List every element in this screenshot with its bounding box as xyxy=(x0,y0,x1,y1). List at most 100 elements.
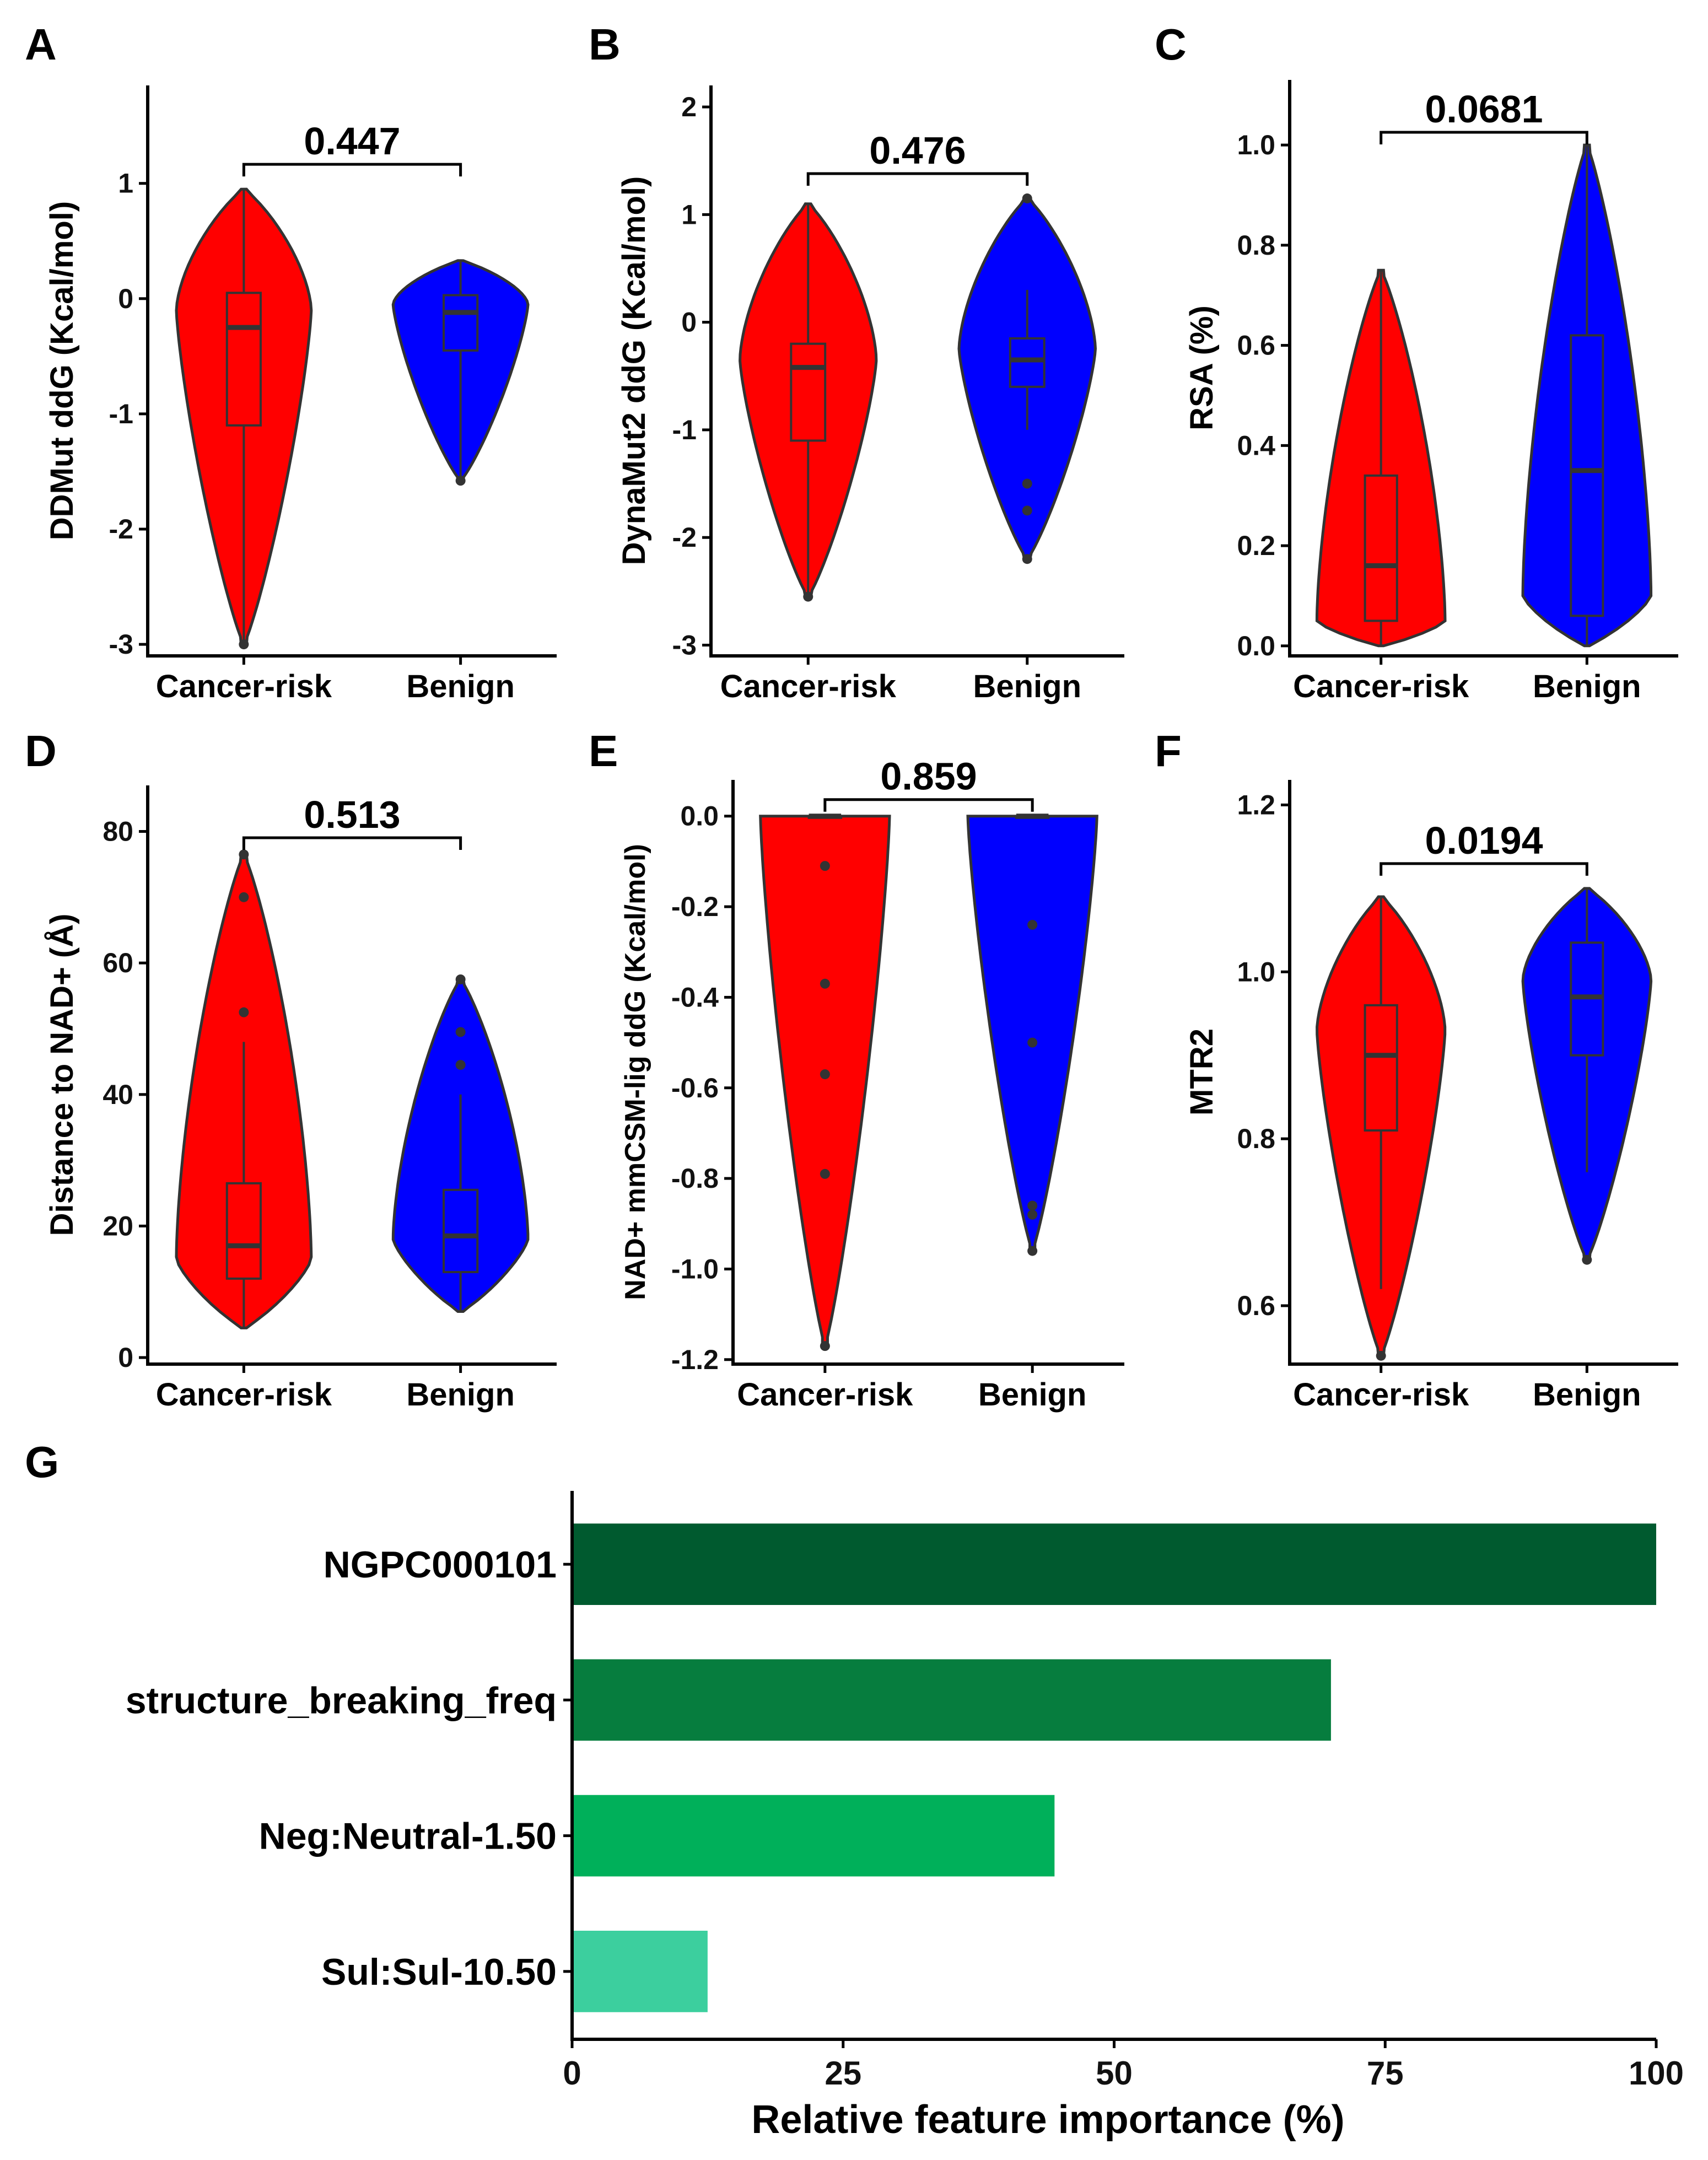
y-tick-label: 0 xyxy=(681,307,697,338)
x-tick-label: 100 xyxy=(1629,2055,1684,2092)
y-tick-label: -1.2 xyxy=(671,1344,719,1375)
y-tick-label: 0.6 xyxy=(1237,330,1275,361)
outlier-point xyxy=(1027,1246,1038,1256)
y-tick-label: 0 xyxy=(118,283,133,314)
outlier-point xyxy=(1022,478,1032,489)
violin-benign xyxy=(957,197,1097,561)
y-tick-label: 20 xyxy=(103,1210,133,1241)
y-tick-label: 1.0 xyxy=(1237,130,1275,160)
outlier-point xyxy=(1027,1037,1038,1048)
x-tick-label: Benign xyxy=(978,1377,1087,1413)
y-tick-label: 60 xyxy=(103,947,133,978)
y-tick-label: 40 xyxy=(103,1079,133,1110)
y-tick-label: 1 xyxy=(118,168,133,199)
x-tick-label: Cancer-risk xyxy=(1293,669,1469,704)
x-tick-label: 75 xyxy=(1367,2055,1404,2092)
p-value-label: 0.859 xyxy=(880,755,977,798)
panel-F: F 0.6 0.8 1.0 1.2 Cancer-risk Benign MTR2 0.0194 xyxy=(1155,726,1678,1413)
violin-benign xyxy=(966,815,1098,1253)
panel-label: G xyxy=(25,1437,59,1486)
violin-benign xyxy=(1521,143,1653,648)
box xyxy=(443,294,479,352)
y-axis-label: DDMut ddG (Kcal/mol) xyxy=(44,201,80,540)
panel-label: D xyxy=(25,726,57,775)
bar-1 xyxy=(572,1659,1331,1741)
outlier-point xyxy=(820,978,830,989)
y-tick-label: 0.4 xyxy=(1237,430,1275,461)
y-tick-label: -1 xyxy=(109,398,133,429)
outlier-point xyxy=(1022,193,1032,204)
y-tick-label: -1.0 xyxy=(671,1253,719,1284)
y-tick-label: -0.6 xyxy=(671,1073,719,1103)
outlier-point xyxy=(1376,1350,1386,1361)
x-axis-label: Relative feature importance (%) xyxy=(751,2098,1344,2142)
bar-category-label: NGPC000101 xyxy=(324,1544,557,1586)
y-tick-label: -2 xyxy=(672,522,697,553)
bar-category-label: Neg:Neutral-1.50 xyxy=(259,1816,557,1857)
y-tick-label: 0.8 xyxy=(1237,1123,1275,1154)
outlier-point xyxy=(455,476,466,486)
significance-bracket xyxy=(1380,862,1588,876)
outlier-point xyxy=(820,1069,830,1080)
y-tick-label: 1 xyxy=(681,199,697,230)
y-tick-label: -0.8 xyxy=(671,1163,719,1194)
bar-0 xyxy=(572,1523,1656,1605)
panel-A: A -3 -2 -1 0 1 Cancer-risk Benign DDMut ddG (Kca… xyxy=(25,20,557,704)
x-tick-label: Benign xyxy=(406,669,515,704)
significance-bracket xyxy=(1380,131,1588,144)
p-value-label: 0.447 xyxy=(304,120,400,163)
y-tick-label: 0.8 xyxy=(1237,230,1275,261)
outlier-point xyxy=(455,974,466,984)
panel-label: E xyxy=(589,726,618,775)
significance-bracket xyxy=(806,172,1029,186)
outlier-point xyxy=(803,591,813,602)
y-tick-label: 1.0 xyxy=(1237,956,1275,987)
x-tick-label: Cancer-risk xyxy=(720,669,897,704)
outlier-point xyxy=(239,1007,249,1017)
significance-bracket xyxy=(242,836,462,850)
outlier-point xyxy=(239,892,249,902)
x-tick-label: 0 xyxy=(563,2055,581,2092)
p-value-label: 0.0681 xyxy=(1425,88,1543,131)
x-tick-label: Benign xyxy=(973,669,1081,704)
y-tick-label: 0.2 xyxy=(1237,530,1275,561)
y-tick-label: 0.0 xyxy=(1237,631,1275,661)
outlier-point xyxy=(1022,554,1032,564)
panel-C: C 0.0 0.2 0.4 0.6 0.8 1.0 Cancer-risk Benign RSA … xyxy=(1155,20,1678,704)
y-tick-label: -2 xyxy=(109,514,133,545)
y-tick-label: 0.6 xyxy=(1237,1290,1275,1321)
x-tick-label: Cancer-risk xyxy=(156,669,332,704)
x-tick-label: Benign xyxy=(406,1377,515,1413)
box xyxy=(790,342,827,442)
x-tick-label: Cancer-risk xyxy=(1293,1377,1469,1413)
box xyxy=(1364,474,1398,622)
outlier-point xyxy=(455,1060,466,1070)
x-tick-label: Cancer-risk xyxy=(156,1377,332,1413)
x-tick-label: Cancer-risk xyxy=(737,1377,913,1413)
panel-label: C xyxy=(1155,20,1187,69)
y-axis-label: MTR2 xyxy=(1184,1028,1220,1116)
y-tick-label: -3 xyxy=(109,629,133,660)
box xyxy=(225,1182,262,1280)
y-tick-label: 1.2 xyxy=(1237,789,1275,820)
y-axis-label: RSA (%) xyxy=(1184,305,1220,430)
bar-category-label: structure_breaking_freq xyxy=(126,1679,557,1721)
box xyxy=(1009,337,1046,388)
bar-3 xyxy=(572,1931,708,2012)
y-axis-label: DynaMut2 ddG (Kcal/mol) xyxy=(616,176,652,565)
outlier-point xyxy=(1582,1254,1592,1265)
outlier-point xyxy=(820,1341,830,1351)
box xyxy=(1364,1004,1398,1132)
x-tick-label: 50 xyxy=(1096,2055,1133,2092)
panel-G: G NGPC000101 structure_breaking_freq Neg:Ne… xyxy=(25,1437,1684,2142)
outlier-point xyxy=(239,639,249,650)
panel-label: F xyxy=(1155,726,1182,775)
y-tick-label: -1 xyxy=(672,414,697,445)
y-tick-label: -0.4 xyxy=(671,982,719,1012)
violin-cancer-risk xyxy=(759,815,891,1348)
outlier-point xyxy=(820,1168,830,1179)
x-tick-label: Benign xyxy=(1533,1377,1641,1413)
box xyxy=(225,292,262,427)
panel-E: E -1.2 -1.0 -0.8 -0.6 -0.4 -0.2 0.0 Cancer-risk B… xyxy=(589,726,1124,1413)
